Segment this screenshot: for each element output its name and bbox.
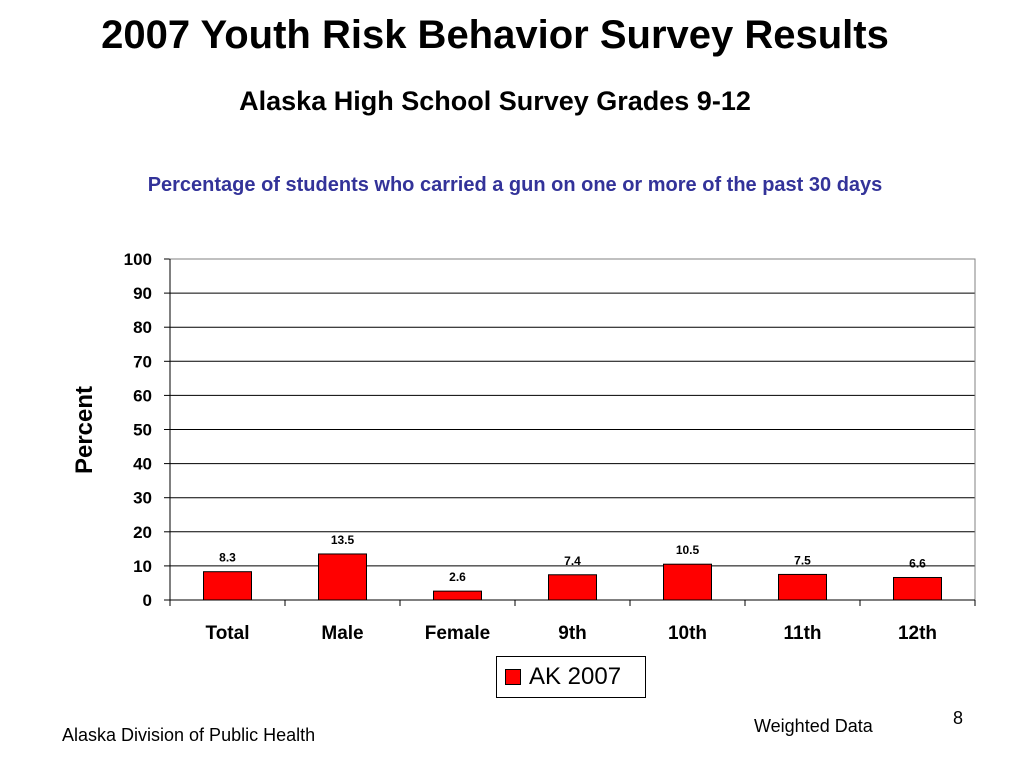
data-label: 6.6: [909, 556, 926, 570]
y-tick-label: 0: [143, 591, 152, 610]
legend-swatch: [505, 669, 521, 685]
y-tick-label: 40: [133, 455, 152, 474]
bar: [433, 590, 482, 601]
x-tick-label: Total: [206, 623, 250, 644]
slide-subtitle: Alaska High School Survey Grades 9-12: [239, 86, 751, 116]
data-label: 2.6: [449, 570, 466, 584]
bar: [893, 576, 942, 601]
y-tick-label: 20: [133, 523, 152, 542]
page-number: 8: [953, 708, 964, 728]
y-tick-label: 90: [133, 284, 152, 303]
x-tick-label: Male: [321, 623, 363, 644]
y-tick-label: 80: [133, 318, 152, 337]
x-tick-label: 11th: [783, 623, 821, 644]
slide-title: 2007 Youth Risk Behavior Survey Results: [101, 13, 889, 57]
data-label: 13.5: [331, 533, 355, 547]
data-label: 10.5: [676, 543, 700, 557]
data-label: 7.4: [564, 554, 581, 568]
legend-label: AK 2007: [529, 663, 622, 690]
y-tick-label: 10: [133, 557, 152, 576]
data-label: 8.3: [219, 551, 236, 565]
bar: [663, 563, 712, 601]
y-tick-label: 60: [133, 386, 152, 405]
x-tick-label: 10th: [668, 623, 707, 644]
footer-source: Alaska Division of Public Health: [62, 725, 316, 745]
data-label: 7.5: [794, 553, 811, 567]
footer-note: Weighted Data: [754, 716, 873, 736]
bar: [548, 574, 597, 601]
y-tick-label: 100: [124, 250, 152, 269]
y-axis-label: Percent: [71, 386, 98, 474]
bar: [203, 571, 252, 601]
bar: [778, 573, 827, 601]
bar: [318, 553, 367, 601]
y-tick-label: 70: [133, 352, 152, 371]
x-tick-label: 12th: [898, 623, 937, 644]
x-tick-label: Female: [425, 623, 490, 644]
y-tick-label: 30: [133, 489, 152, 508]
chart-title: Percentage of students who carried a gun…: [147, 174, 883, 196]
y-tick-label: 50: [133, 421, 152, 440]
x-tick-label: 9th: [558, 623, 587, 644]
chart-legend: AK 2007: [496, 656, 646, 698]
